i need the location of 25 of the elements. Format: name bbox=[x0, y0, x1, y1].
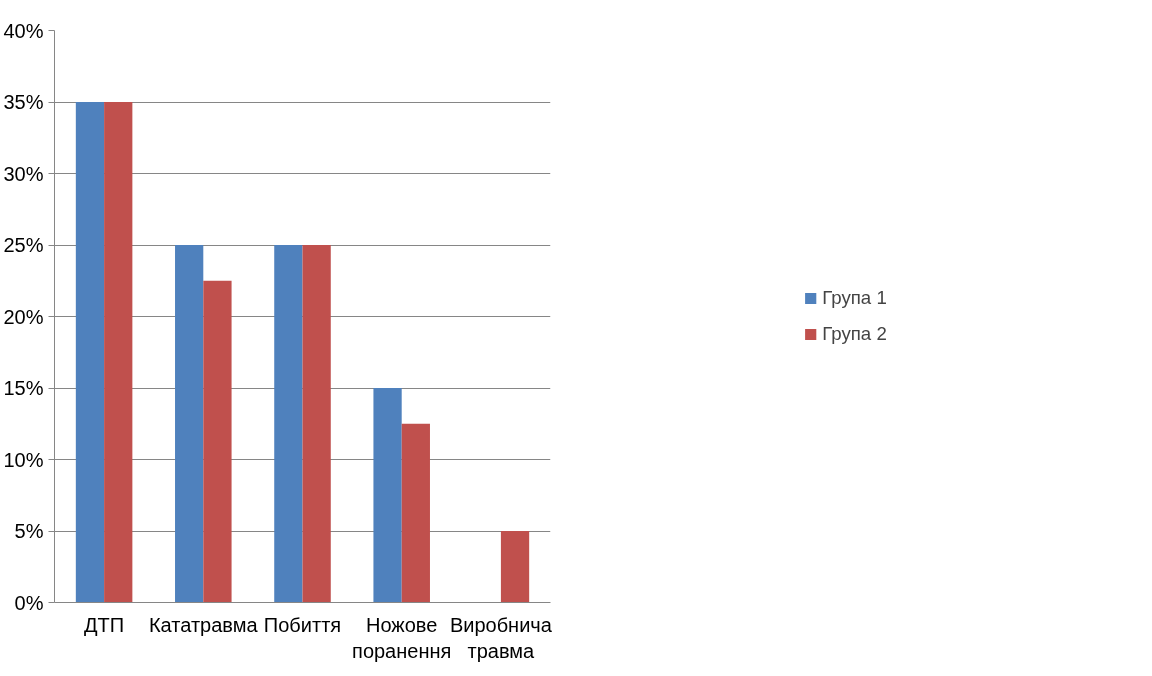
x-tick-label: Кататравма bbox=[148, 613, 259, 636]
bar bbox=[274, 245, 303, 603]
y-tick-label: 25% bbox=[3, 234, 44, 256]
legend-label: Група 1 bbox=[822, 287, 887, 309]
bar bbox=[373, 388, 402, 603]
y-tick-label: 40% bbox=[3, 19, 44, 42]
x-tick-label: ДТП bbox=[84, 613, 125, 636]
y-tick-label: 0% bbox=[14, 591, 44, 614]
y-tick-label: 10% bbox=[3, 448, 44, 471]
y-tick-label: 35% bbox=[3, 91, 44, 113]
legend-label: Група 2 bbox=[822, 323, 887, 345]
y-tick-label: 15% bbox=[3, 377, 44, 399]
y-tick-label: 30% bbox=[3, 162, 44, 185]
y-tick-label: 20% bbox=[3, 305, 44, 328]
bar bbox=[500, 531, 530, 603]
bar bbox=[203, 280, 232, 603]
x-tick-label: Побиття bbox=[263, 613, 342, 636]
bar bbox=[401, 423, 430, 603]
bar bbox=[104, 102, 133, 603]
y-tick-label: 5% bbox=[14, 520, 44, 542]
bar bbox=[75, 102, 105, 603]
x-tick-label: Виробнича травма bbox=[449, 613, 553, 662]
x-tick-label: Ножове поранення bbox=[352, 613, 452, 662]
bar bbox=[175, 245, 204, 603]
bar bbox=[302, 245, 331, 603]
